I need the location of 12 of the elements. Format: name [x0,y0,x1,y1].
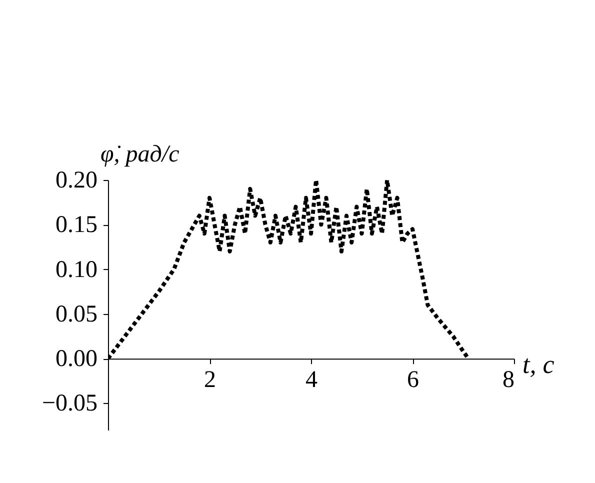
y-tick-label: 0.00 [56,346,98,372]
x-tick-label: 6 [407,367,419,394]
x-tick-label: 2 [204,367,216,394]
y-tick-label: −0.05 [42,390,98,417]
y-tick-label: 0.10 [56,256,98,283]
y-tick-label: 0.15 [56,212,98,238]
y-tick-label: 0.20 [56,168,98,194]
y-axis-title: φ̇, рад/с [100,142,180,168]
x-axis-title: t, с [522,350,555,380]
x-tick-label: 8 [502,367,514,394]
y-tick-label: 0.05 [56,301,98,328]
x-tick-label: 4 [306,367,318,394]
